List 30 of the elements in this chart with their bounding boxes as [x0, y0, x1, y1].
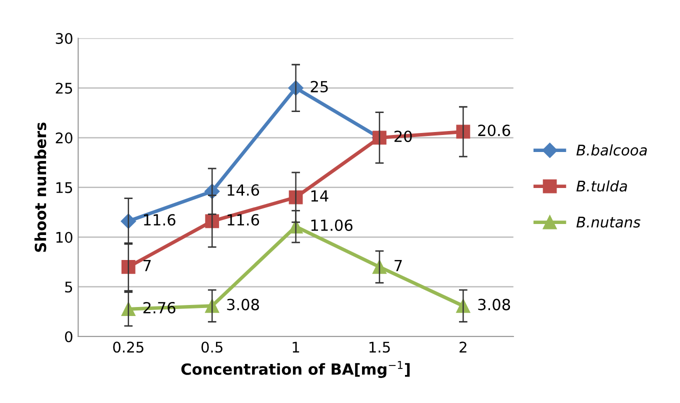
- data-label: 14.6: [228, 184, 260, 196]
- data-label: 3.08: [227, 298, 259, 310]
- point: [121, 260, 136, 274]
- point: [205, 214, 220, 228]
- y-tick-label: 10: [56, 232, 72, 243]
- legend-label: B.tulda: [576, 180, 627, 192]
- data-label: 25: [310, 80, 328, 92]
- legend-label: B.balcooa: [576, 144, 647, 156]
- data-label: 11.6: [228, 214, 260, 226]
- y-tick-label: 20: [56, 132, 72, 144]
- data-label: 14: [311, 190, 328, 202]
- legend-label: B.nutans: [576, 216, 640, 228]
- data-label: 11.06: [311, 219, 352, 231]
- y-tick-label: 25: [56, 82, 72, 94]
- y-tick-label: 30: [56, 33, 72, 44]
- data-label: 3.08: [478, 298, 510, 310]
- y-tick-label: 15: [56, 182, 72, 194]
- data-label: 11.6: [144, 214, 176, 226]
- x-tick-label: 0.25: [113, 342, 144, 353]
- x-tick-label: 0.5: [201, 342, 222, 353]
- x-tick-label: 1.5: [370, 342, 390, 353]
- data-label: 7: [394, 260, 402, 272]
- y-tick-label: 0: [65, 331, 72, 342]
- y-tick-label: 5: [65, 282, 72, 293]
- y-axis-title: Shoot numbers: [34, 122, 46, 252]
- x-axis-title: Concentration of BA[mg$^{−1}$]: [181, 361, 410, 378]
- data-label: 7: [144, 260, 151, 272]
- x-tick-label: 1: [292, 342, 300, 352]
- data-label: 20.6: [478, 124, 510, 136]
- x-tick-label: 2: [460, 342, 466, 352]
